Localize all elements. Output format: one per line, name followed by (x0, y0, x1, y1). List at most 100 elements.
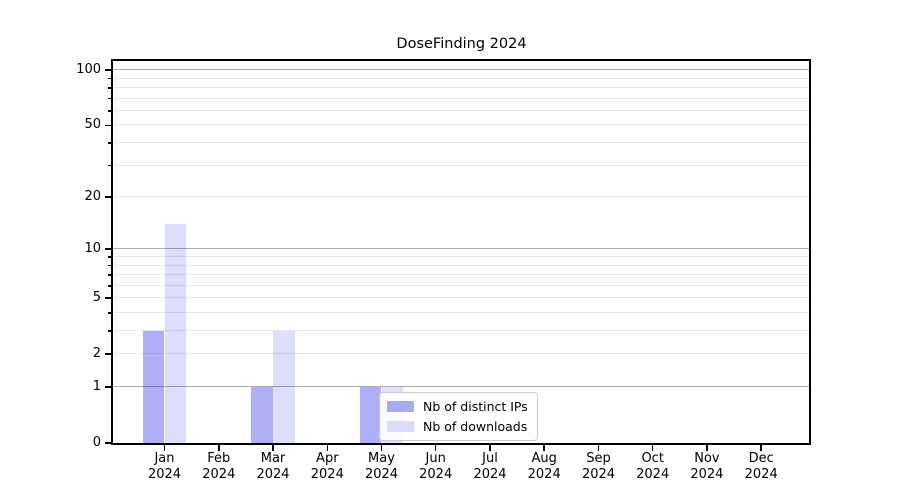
x-tick-mark (760, 445, 762, 451)
y-tick-minor (108, 97, 112, 100)
x-tick-label: Jan 2024 (130, 451, 200, 482)
x-tick-month: Feb (207, 451, 231, 466)
y-gridline-minor (113, 124, 810, 126)
x-tick-label: Nov 2024 (672, 451, 742, 482)
x-tick-month: May (368, 451, 395, 466)
x-tick-label: Jul 2024 (455, 451, 525, 482)
y-tick-minor (108, 264, 112, 267)
y-gridline-minor (113, 264, 810, 266)
x-tick-year: 2024 (419, 466, 453, 482)
x-tick-mark (380, 445, 383, 451)
x-tick-year: 2024 (473, 466, 507, 482)
x-tick-year: 2024 (202, 466, 236, 482)
x-tick-mark (326, 445, 329, 451)
y-tick-label: 20 (84, 189, 101, 204)
y-tick-label: 50 (84, 117, 101, 133)
y-tick-label: 5 (92, 290, 101, 306)
y-gridline-minor (113, 297, 810, 299)
x-tick-year: 2024 (147, 466, 182, 482)
y-tick-label: 0 (92, 435, 101, 450)
y-gridline-minor (113, 311, 810, 313)
x-tick-year: 2024 (744, 466, 778, 482)
x-tick-label: Apr 2024 (292, 451, 362, 482)
y-gridline-minor (113, 274, 810, 275)
x-tick-month: Jan (154, 451, 175, 466)
x-tick-label: Jun 2024 (401, 451, 471, 482)
y-tick-minor (108, 110, 112, 112)
y-gridline-minor (113, 77, 810, 79)
x-tick-label: Dec 2024 (726, 451, 796, 482)
legend-label-distinct-ips: Nb of distinct IPs (423, 399, 528, 414)
y-tick-label: 1 (92, 379, 101, 394)
x-tick-month: Dec (748, 451, 774, 466)
y-tick-mark (105, 442, 112, 444)
y-gridline-minor (113, 284, 810, 286)
y-tick-label: 100 (76, 62, 101, 78)
legend-label-downloads: Nb of downloads (423, 419, 528, 434)
y-gridline-minor (113, 353, 810, 355)
x-tick-month: Mar (260, 451, 286, 466)
y-gridline-minor (113, 141, 810, 143)
bar-nb-of-downloads-mar (273, 331, 295, 443)
x-tick-label: May 2024 (347, 451, 417, 482)
legend: Nb of distinct IPs Nb of downloads (379, 392, 538, 441)
chart-title: DoseFinding 2024 (396, 36, 527, 52)
y-gridline-minor (113, 330, 810, 331)
bar-nb-of-downloads-jan (164, 224, 187, 443)
y-tick-label: 2 (92, 346, 101, 362)
y-gridline-minor (113, 86, 810, 88)
x-tick-month: Jul (482, 451, 498, 466)
x-tick-year: 2024 (256, 466, 290, 482)
y-tick-minor (108, 77, 112, 80)
x-tick-month: Nov (694, 451, 720, 466)
y-tick-label: 10 (84, 241, 101, 257)
y-tick-mark (105, 353, 112, 355)
y-gridline-major (113, 69, 810, 71)
y-gridline-major (113, 386, 810, 387)
y-tick-minor (108, 164, 112, 167)
plot-area: 100 50 20 10 5 2 1 0 Jan 2024 Feb 2024 Mar 2024 Apr 202… (76, 61, 810, 482)
x-tick-month: Apr (316, 451, 339, 466)
y-tick-minor (108, 285, 112, 287)
y-tick-mark (105, 124, 112, 127)
y-tick-minor (108, 256, 112, 258)
x-tick-year: 2024 (310, 466, 344, 482)
x-tick-year: 2024 (636, 466, 670, 482)
y-tick-mark (105, 297, 112, 299)
x-tick-year: 2024 (527, 466, 561, 482)
x-tick-month: Aug (531, 451, 557, 466)
x-tick-label: Sep 2024 (564, 451, 634, 482)
y-gridline-minor (113, 109, 810, 111)
x-tick-mark (597, 445, 600, 451)
x-tick-month: Oct (641, 451, 664, 466)
y-tick-mark (105, 248, 112, 250)
y-tick-mark (105, 196, 112, 198)
y-tick-minor (108, 330, 112, 332)
x-tick-mark (163, 445, 166, 451)
bar-nb-of-distinct-ips-may (359, 387, 382, 443)
x-tick-mark (272, 445, 274, 451)
y-tick-mark (105, 386, 112, 388)
y-gridline-major (113, 248, 810, 250)
x-tick-year: 2024 (364, 466, 399, 482)
x-tick-mark (489, 445, 491, 451)
x-tick-year: 2024 (581, 466, 616, 482)
x-tick-month: Jun (425, 451, 446, 466)
x-tick-label: Oct 2024 (618, 451, 688, 482)
y-tick-minor (108, 312, 112, 314)
x-tick-month: Sep (586, 451, 611, 466)
y-tick-mark (105, 69, 112, 71)
x-tick-label: Aug 2024 (509, 451, 579, 482)
bar-nb-of-distinct-ips-mar (251, 387, 273, 443)
x-tick-mark (543, 445, 545, 451)
y-gridline-minor (113, 97, 810, 99)
y-tick-minor (108, 87, 112, 89)
x-tick-label: Mar 2024 (238, 451, 308, 482)
legend-swatch-downloads (387, 421, 414, 432)
x-tick-year: 2024 (690, 466, 724, 482)
y-gridline-minor (113, 164, 810, 166)
x-tick-label: Feb 2024 (184, 451, 254, 482)
y-tick-minor (108, 274, 112, 276)
legend-item-distinct-ips: Nb of distinct IPs (387, 398, 528, 415)
